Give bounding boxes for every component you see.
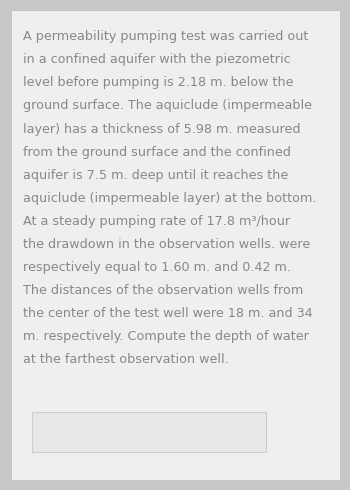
Text: respectively equal to 1.60 m. and 0.42 m.: respectively equal to 1.60 m. and 0.42 m… <box>23 261 291 274</box>
Text: level before pumping is 2.18 m. below the: level before pumping is 2.18 m. below th… <box>23 76 293 90</box>
Text: in a confined aquifer with the piezometric: in a confined aquifer with the piezometr… <box>23 53 290 67</box>
Text: the drawdown in the observation wells. were: the drawdown in the observation wells. w… <box>23 238 310 251</box>
Text: A permeability pumping test was carried out: A permeability pumping test was carried … <box>23 30 308 44</box>
Text: from the ground surface and the confined: from the ground surface and the confined <box>23 146 290 159</box>
Text: the center of the test well were 18 m. and 34: the center of the test well were 18 m. a… <box>23 307 313 320</box>
Text: At a steady pumping rate of 17.8 m³/hour: At a steady pumping rate of 17.8 m³/hour <box>23 215 290 228</box>
Text: aquiclude (impermeable layer) at the bottom.: aquiclude (impermeable layer) at the bot… <box>23 192 316 205</box>
Text: m. respectively. Compute the depth of water: m. respectively. Compute the depth of wa… <box>23 330 309 343</box>
Text: at the farthest observation well.: at the farthest observation well. <box>23 353 229 366</box>
Text: layer) has a thickness of 5.98 m. measured: layer) has a thickness of 5.98 m. measur… <box>23 122 300 136</box>
Bar <box>32 412 266 452</box>
Text: ground surface. The aquiclude (impermeable: ground surface. The aquiclude (impermeab… <box>23 99 312 113</box>
Text: The distances of the observation wells from: The distances of the observation wells f… <box>23 284 303 297</box>
Text: aquifer is 7.5 m. deep until it reaches the: aquifer is 7.5 m. deep until it reaches … <box>23 169 288 182</box>
